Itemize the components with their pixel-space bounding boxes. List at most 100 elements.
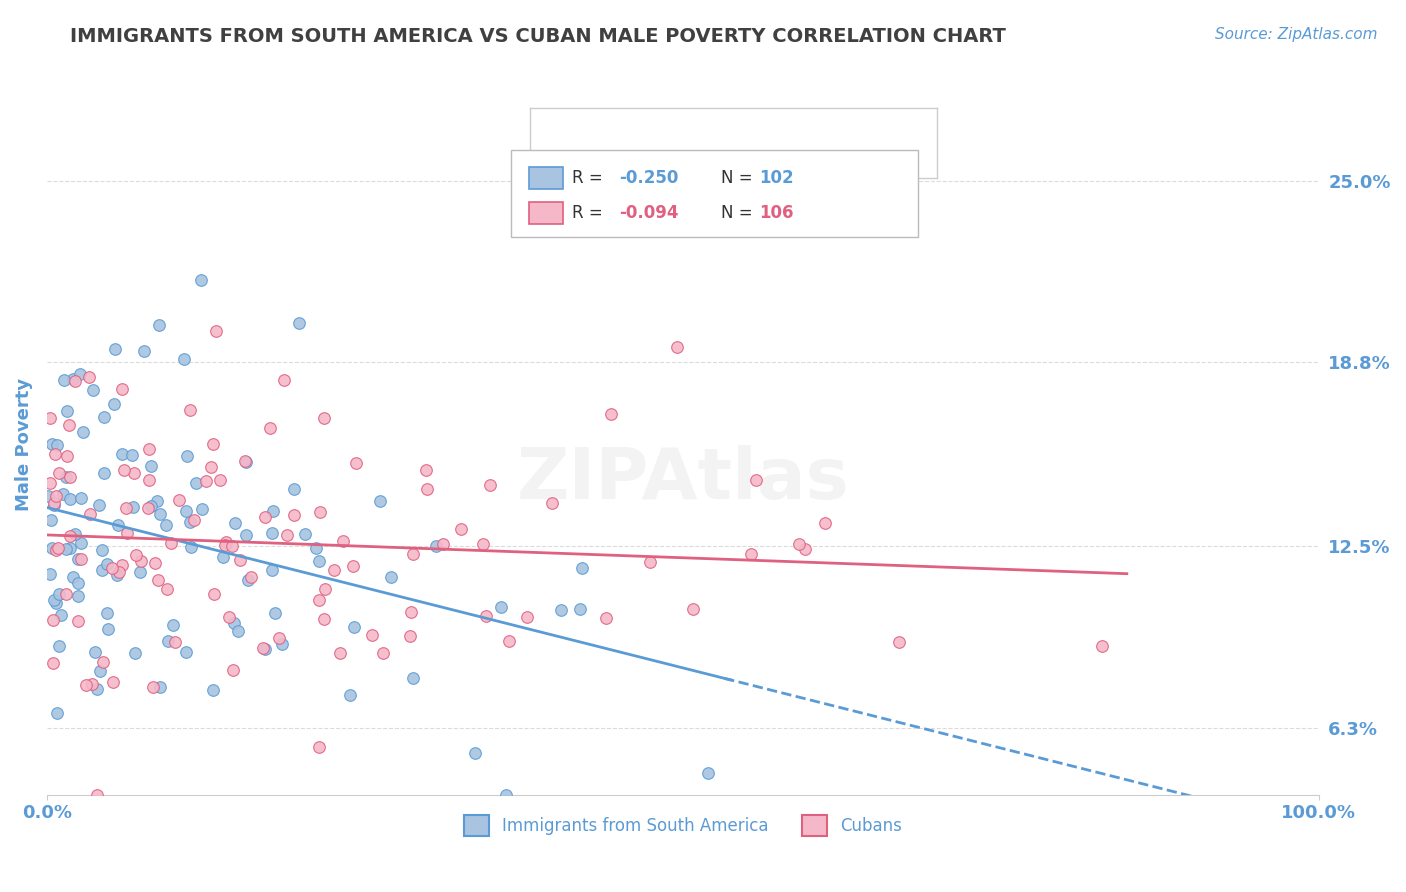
Cubans <box>209 473 232 487</box>
Immigrants from South America <box>134 344 156 359</box>
Cubans <box>44 447 66 461</box>
Cubans <box>108 565 131 579</box>
Immigrants from South America <box>260 526 283 541</box>
Cubans <box>498 633 520 648</box>
Text: 106: 106 <box>759 203 793 222</box>
Immigrants from South America <box>305 541 328 555</box>
Cubans <box>112 463 135 477</box>
Immigrants from South America <box>45 438 67 452</box>
Immigrants from South America <box>93 467 115 481</box>
FancyBboxPatch shape <box>510 150 918 237</box>
Immigrants from South America <box>236 573 259 587</box>
Immigrants from South America <box>425 539 447 553</box>
Cubans <box>222 663 245 677</box>
Immigrants from South America <box>201 683 224 698</box>
Immigrants from South America <box>294 527 316 541</box>
Immigrants from South America <box>571 561 593 575</box>
Cubans <box>138 442 160 456</box>
Immigrants from South America <box>39 566 62 581</box>
Immigrants from South America <box>86 682 108 697</box>
Cubans <box>309 505 332 519</box>
Cubans <box>789 537 811 551</box>
Cubans <box>48 466 70 480</box>
Immigrants from South America <box>41 436 63 450</box>
Immigrants from South America <box>53 373 76 387</box>
Cubans <box>91 655 114 669</box>
Immigrants from South America <box>260 563 283 577</box>
Y-axis label: Male Poverty: Male Poverty <box>15 377 32 511</box>
Immigrants from South America <box>44 498 66 512</box>
Text: -0.250: -0.250 <box>619 169 679 186</box>
Immigrants from South America <box>173 352 195 367</box>
Cubans <box>45 489 67 503</box>
Immigrants from South America <box>179 515 201 529</box>
Immigrants from South America <box>235 455 257 469</box>
Immigrants from South America <box>174 645 197 659</box>
Immigrants from South America <box>226 624 249 638</box>
Cubans <box>136 500 159 515</box>
Immigrants from South America <box>42 592 65 607</box>
Immigrants from South America <box>155 517 177 532</box>
Cubans <box>308 592 330 607</box>
Cubans <box>46 541 69 555</box>
Cubans <box>889 635 911 649</box>
Cubans <box>183 513 205 527</box>
Immigrants from South America <box>96 557 118 571</box>
Immigrants from South America <box>122 500 145 515</box>
Immigrants from South America <box>464 746 486 760</box>
Immigrants from South America <box>46 706 69 720</box>
Immigrants from South America <box>156 634 179 648</box>
Cubans <box>254 510 277 524</box>
Cubans <box>665 340 688 354</box>
Immigrants from South America <box>343 620 366 634</box>
Cubans <box>252 640 274 655</box>
Text: ZIPAtlas: ZIPAtlas <box>516 445 849 514</box>
Cubans <box>478 478 501 492</box>
Cubans <box>221 539 243 553</box>
Immigrants from South America <box>104 342 127 356</box>
Cubans <box>101 675 124 690</box>
Immigrants from South America <box>128 565 150 579</box>
Immigrants from South America <box>62 570 84 584</box>
Cubans <box>125 548 148 562</box>
Cubans <box>56 450 79 464</box>
Immigrants from South America <box>124 646 146 660</box>
Immigrants from South America <box>495 788 517 802</box>
Cubans <box>79 508 101 522</box>
Immigrants from South America <box>48 639 70 653</box>
Immigrants from South America <box>67 575 90 590</box>
Immigrants from South America <box>190 273 212 287</box>
Cubans <box>111 558 134 573</box>
Cubans <box>86 788 108 802</box>
Cubans <box>142 680 165 694</box>
Immigrants from South America <box>70 536 93 550</box>
Cubans <box>745 473 768 487</box>
Cubans <box>312 411 335 425</box>
Immigrants from South America <box>49 607 72 622</box>
Immigrants from South America <box>84 645 107 659</box>
Cubans <box>276 527 298 541</box>
Cubans <box>45 542 67 557</box>
Text: R =: R = <box>572 169 607 186</box>
Immigrants from South America <box>82 384 104 398</box>
Cubans <box>599 407 621 421</box>
Cubans <box>41 657 63 671</box>
Cubans <box>42 496 65 510</box>
Cubans <box>179 402 201 417</box>
Cubans <box>202 437 225 451</box>
Cubans <box>111 382 134 396</box>
Immigrants from South America <box>72 425 94 439</box>
Cubans <box>240 570 263 584</box>
Cubans <box>541 495 564 509</box>
Immigrants from South America <box>59 492 82 507</box>
Cubans <box>259 421 281 435</box>
Immigrants from South America <box>146 494 169 508</box>
Cubans <box>115 501 138 516</box>
Immigrants from South America <box>235 527 257 541</box>
Cubans <box>516 610 538 624</box>
Cubans <box>398 629 420 643</box>
Cubans <box>218 610 240 624</box>
Cubans <box>416 482 439 496</box>
Immigrants from South America <box>697 766 720 780</box>
Immigrants from South America <box>149 508 172 522</box>
